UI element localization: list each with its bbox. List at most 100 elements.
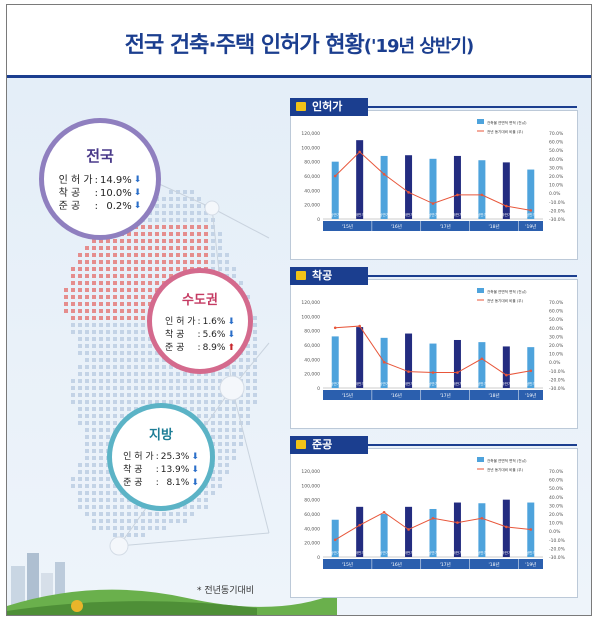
national-row-permit: 인 허 가:14.9% ⬇ [58,175,142,186]
ratio-point [382,360,386,364]
bar [405,333,413,388]
local-table: 인 허 가:25.3% ⬇ 착 공:13.9% ⬇ 준 공:8.1% ⬇ [122,451,200,490]
year-band [323,390,543,400]
ratio-point [358,324,361,328]
title-sub: ('19년 상반기) [363,36,475,57]
y2-tick-label: 0.0% [549,191,561,197]
bar-category-label: 상반기 [330,550,340,555]
y2-tick-label: 60.0% [549,478,564,484]
content-area: 전국 인 허 가:14.9% ⬇ 착 공:10.0% ⬇ 준 공:0.2% ⬇ 수도권… [7,78,591,615]
y2-tick-label: 10.0% [549,521,564,527]
row-label: 준 공 [58,201,81,212]
row-label: 착 공 [123,465,143,475]
bar-category-label: 하반기 [404,381,414,386]
bar-category-label: 상반기 [330,381,340,386]
row-value: 1.6% [202,317,226,327]
year-label: '15년 [342,392,353,399]
y-tick-label: 20,000 [304,541,320,547]
ratio-point [456,521,459,524]
ratio-point [529,209,533,212]
year-label: '17년 [440,223,451,230]
y2-tick-label: 50.0% [549,148,564,154]
row-value: 8.1% [166,478,190,488]
bar-category-label: 상반기 [526,381,536,386]
ratio-point [529,528,533,531]
y-tick-label: 120,000 [301,469,320,475]
bar-category-label: 하반기 [501,550,511,555]
ratio-point [529,369,533,373]
legend-bar-swatch [477,119,484,124]
y-tick-label: 100,000 [301,314,320,320]
ratio-point [505,204,508,208]
ratio-point [382,172,386,176]
bar-category-label: 하반기 [452,381,462,386]
down-arrow-icon: ⬇ [191,452,199,462]
bar-category-label: 하반기 [501,212,511,217]
down-arrow-icon: ⬇ [227,330,236,340]
down-arrow-icon: ⬇ [191,465,199,475]
y2-tick-label: -20.0% [549,377,566,383]
local-heading: 지방 [149,428,173,443]
helmet-icon [296,440,306,449]
ratio-point [407,528,410,531]
bar [331,336,339,388]
year-label: '18년 [489,392,500,399]
bar [331,161,339,219]
bar [527,169,535,219]
legend-bar-swatch [477,288,484,293]
y-tick-label: 80,000 [304,160,320,166]
y2-tick-label: 20.0% [549,512,564,518]
bar-category-label: 상반기 [379,381,389,386]
local-row-permit: 인 허 가:25.3% ⬇ [123,452,199,462]
row-value: 13.9% [160,465,190,475]
chart-tab-permit: 인허가 [290,98,368,116]
chart-svg-start: 건축물 연면적 면적 (천㎡) 전년 동기대비 비율 (우) 120,000 100,… [301,288,566,400]
row-value: 0.2% [106,201,132,212]
row-value: 5.6% [202,330,226,340]
chart-tab-complete: 준공 [290,436,368,454]
ratio-point [407,370,410,373]
national-summary-circle: 전국 인 허 가:14.9% ⬇ 착 공:10.0% ⬇ 준 공:0.2% ⬇ [39,118,161,240]
local-summary-circle: 지방 인 허 가:25.3% ⬇ 착 공:13.9% ⬇ 준 공:8.1% ⬇ [107,403,215,511]
bar-category-label: 하반기 [355,212,365,217]
bar-category-label: 하반기 [355,550,365,555]
bar [380,514,388,557]
ratio-point [480,193,484,197]
down-arrow-icon: ⬇ [227,317,236,327]
year-label: '17년 [440,392,451,399]
y2-tick-label: 30.0% [549,503,564,509]
y2-tick-label: 70.0% [549,469,564,475]
y-tick-label: 40,000 [304,188,320,194]
chart-title: 준공 [312,438,333,451]
bar-category-label: 하반기 [355,381,365,386]
ratio-point [382,510,386,514]
row-label: 인 허 가 [123,452,154,462]
bar-category-label: 상반기 [428,212,438,217]
node-dots [109,200,245,556]
y2-tick-label: -20.0% [549,208,566,214]
bar [453,339,461,388]
bar-category-label: 상반기 [477,550,487,555]
capital-row-start: 착 공:5.6% ⬇ [164,330,236,340]
national-heading: 전국 [86,147,114,165]
y-tick-label: 0 [317,217,320,223]
bar-category-label: 하반기 [404,212,414,217]
bar-category-label: 상반기 [526,550,536,555]
y2-tick-label: 0.0% [549,529,561,535]
bar [502,162,510,219]
y-tick-label: 0 [317,555,320,561]
local-row-start: 착 공:13.9% ⬇ [123,465,199,475]
y-tick-label: 40,000 [304,526,320,532]
year-band [323,559,543,569]
ratio-point [456,371,459,374]
y2-tick-label: 20.0% [549,343,564,349]
y-tick-label: 100,000 [301,483,320,489]
year-label: '19년 [525,223,536,230]
bar [405,506,413,557]
y2-tick-label: -10.0% [549,369,566,375]
row-value: 25.3% [160,452,190,462]
y-tick-label: 80,000 [304,498,320,504]
bar [405,155,413,219]
legend-line-label: 전년 동기대비 비율 (우) [487,467,524,472]
y2-tick-label: 60.0% [549,140,564,146]
